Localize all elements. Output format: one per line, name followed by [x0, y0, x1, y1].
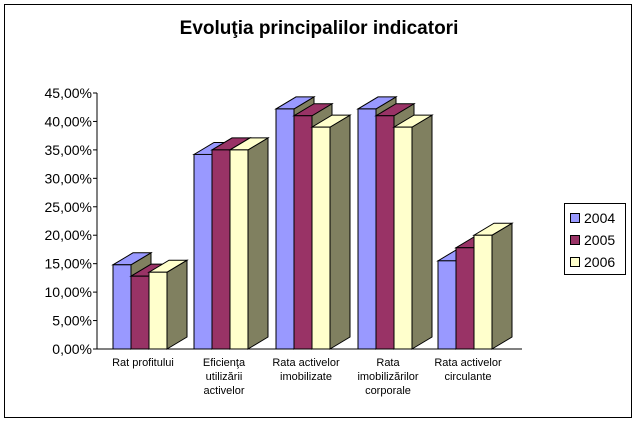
- y-tick-label: 10,00%: [45, 284, 92, 300]
- bar-2004-cat4: [437, 260, 457, 350]
- legend-label-2005: 2005: [584, 232, 616, 248]
- bar-2004-cat3: [357, 108, 377, 350]
- y-tick-label: 15,00%: [45, 256, 92, 272]
- y-tick-label: 25,00%: [45, 199, 92, 215]
- bar-2006-cat2: [311, 126, 331, 350]
- bar-2005-cat3: [375, 115, 395, 350]
- chart-title: Evoluţia principalilor indicatori: [179, 18, 459, 39]
- bar-2006-cat3-side: [411, 114, 433, 350]
- bar-2004-cat0: [112, 264, 132, 350]
- bar-2006-cat4-side: [491, 222, 513, 350]
- legend-item-2005: 2005: [570, 229, 625, 251]
- bar-2004-cat2: [275, 108, 295, 350]
- bar-2006-cat3: [393, 126, 413, 350]
- x-tick-label: Rata activelor imobilizate: [272, 357, 340, 383]
- y-tick-label: 30,00%: [45, 170, 92, 186]
- y-tick-label: 35,00%: [45, 142, 92, 158]
- bar-2005-cat4: [455, 247, 475, 350]
- bar-2004-cat1: [193, 153, 213, 350]
- y-tick-label: 5,00%: [52, 313, 92, 329]
- x-tick-label: Rata activelor circulante: [434, 357, 502, 383]
- legend-item-2004: 2004: [570, 207, 625, 229]
- bar-2006-cat1-side: [247, 137, 269, 350]
- bar-2006-cat2-side: [329, 114, 351, 350]
- legend-label-2006: 2006: [584, 254, 616, 270]
- bar-2006-cat1: [229, 149, 249, 350]
- y-tick-label: 40,00%: [45, 113, 92, 129]
- bar-2006-cat0-side: [166, 259, 188, 350]
- y-tick-label: 0,00%: [52, 341, 92, 357]
- x-tick-label: Eficienţa utilizării activelor: [203, 357, 246, 397]
- bar-2005-cat1: [211, 149, 231, 350]
- y-tick-label: 20,00%: [45, 227, 92, 243]
- legend-item-2006: 2006: [570, 251, 625, 273]
- bar-2006-cat0: [148, 271, 168, 350]
- x-tick-label: Rat profitului: [112, 357, 174, 369]
- legend-swatch-2006: [570, 257, 580, 267]
- legend-label-2004: 2004: [584, 210, 616, 226]
- x-tick-label: Rata imobilizărilor corporale: [357, 357, 418, 397]
- bar-2006-cat4: [473, 234, 493, 350]
- bar-2005-cat2: [293, 115, 313, 350]
- legend-swatch-2004: [570, 213, 580, 223]
- legend-swatch-2005: [570, 235, 580, 245]
- legend: 2004 2005 2006: [564, 203, 626, 275]
- bar-2005-cat0: [130, 275, 150, 350]
- y-tick-label: 45,00%: [45, 85, 92, 101]
